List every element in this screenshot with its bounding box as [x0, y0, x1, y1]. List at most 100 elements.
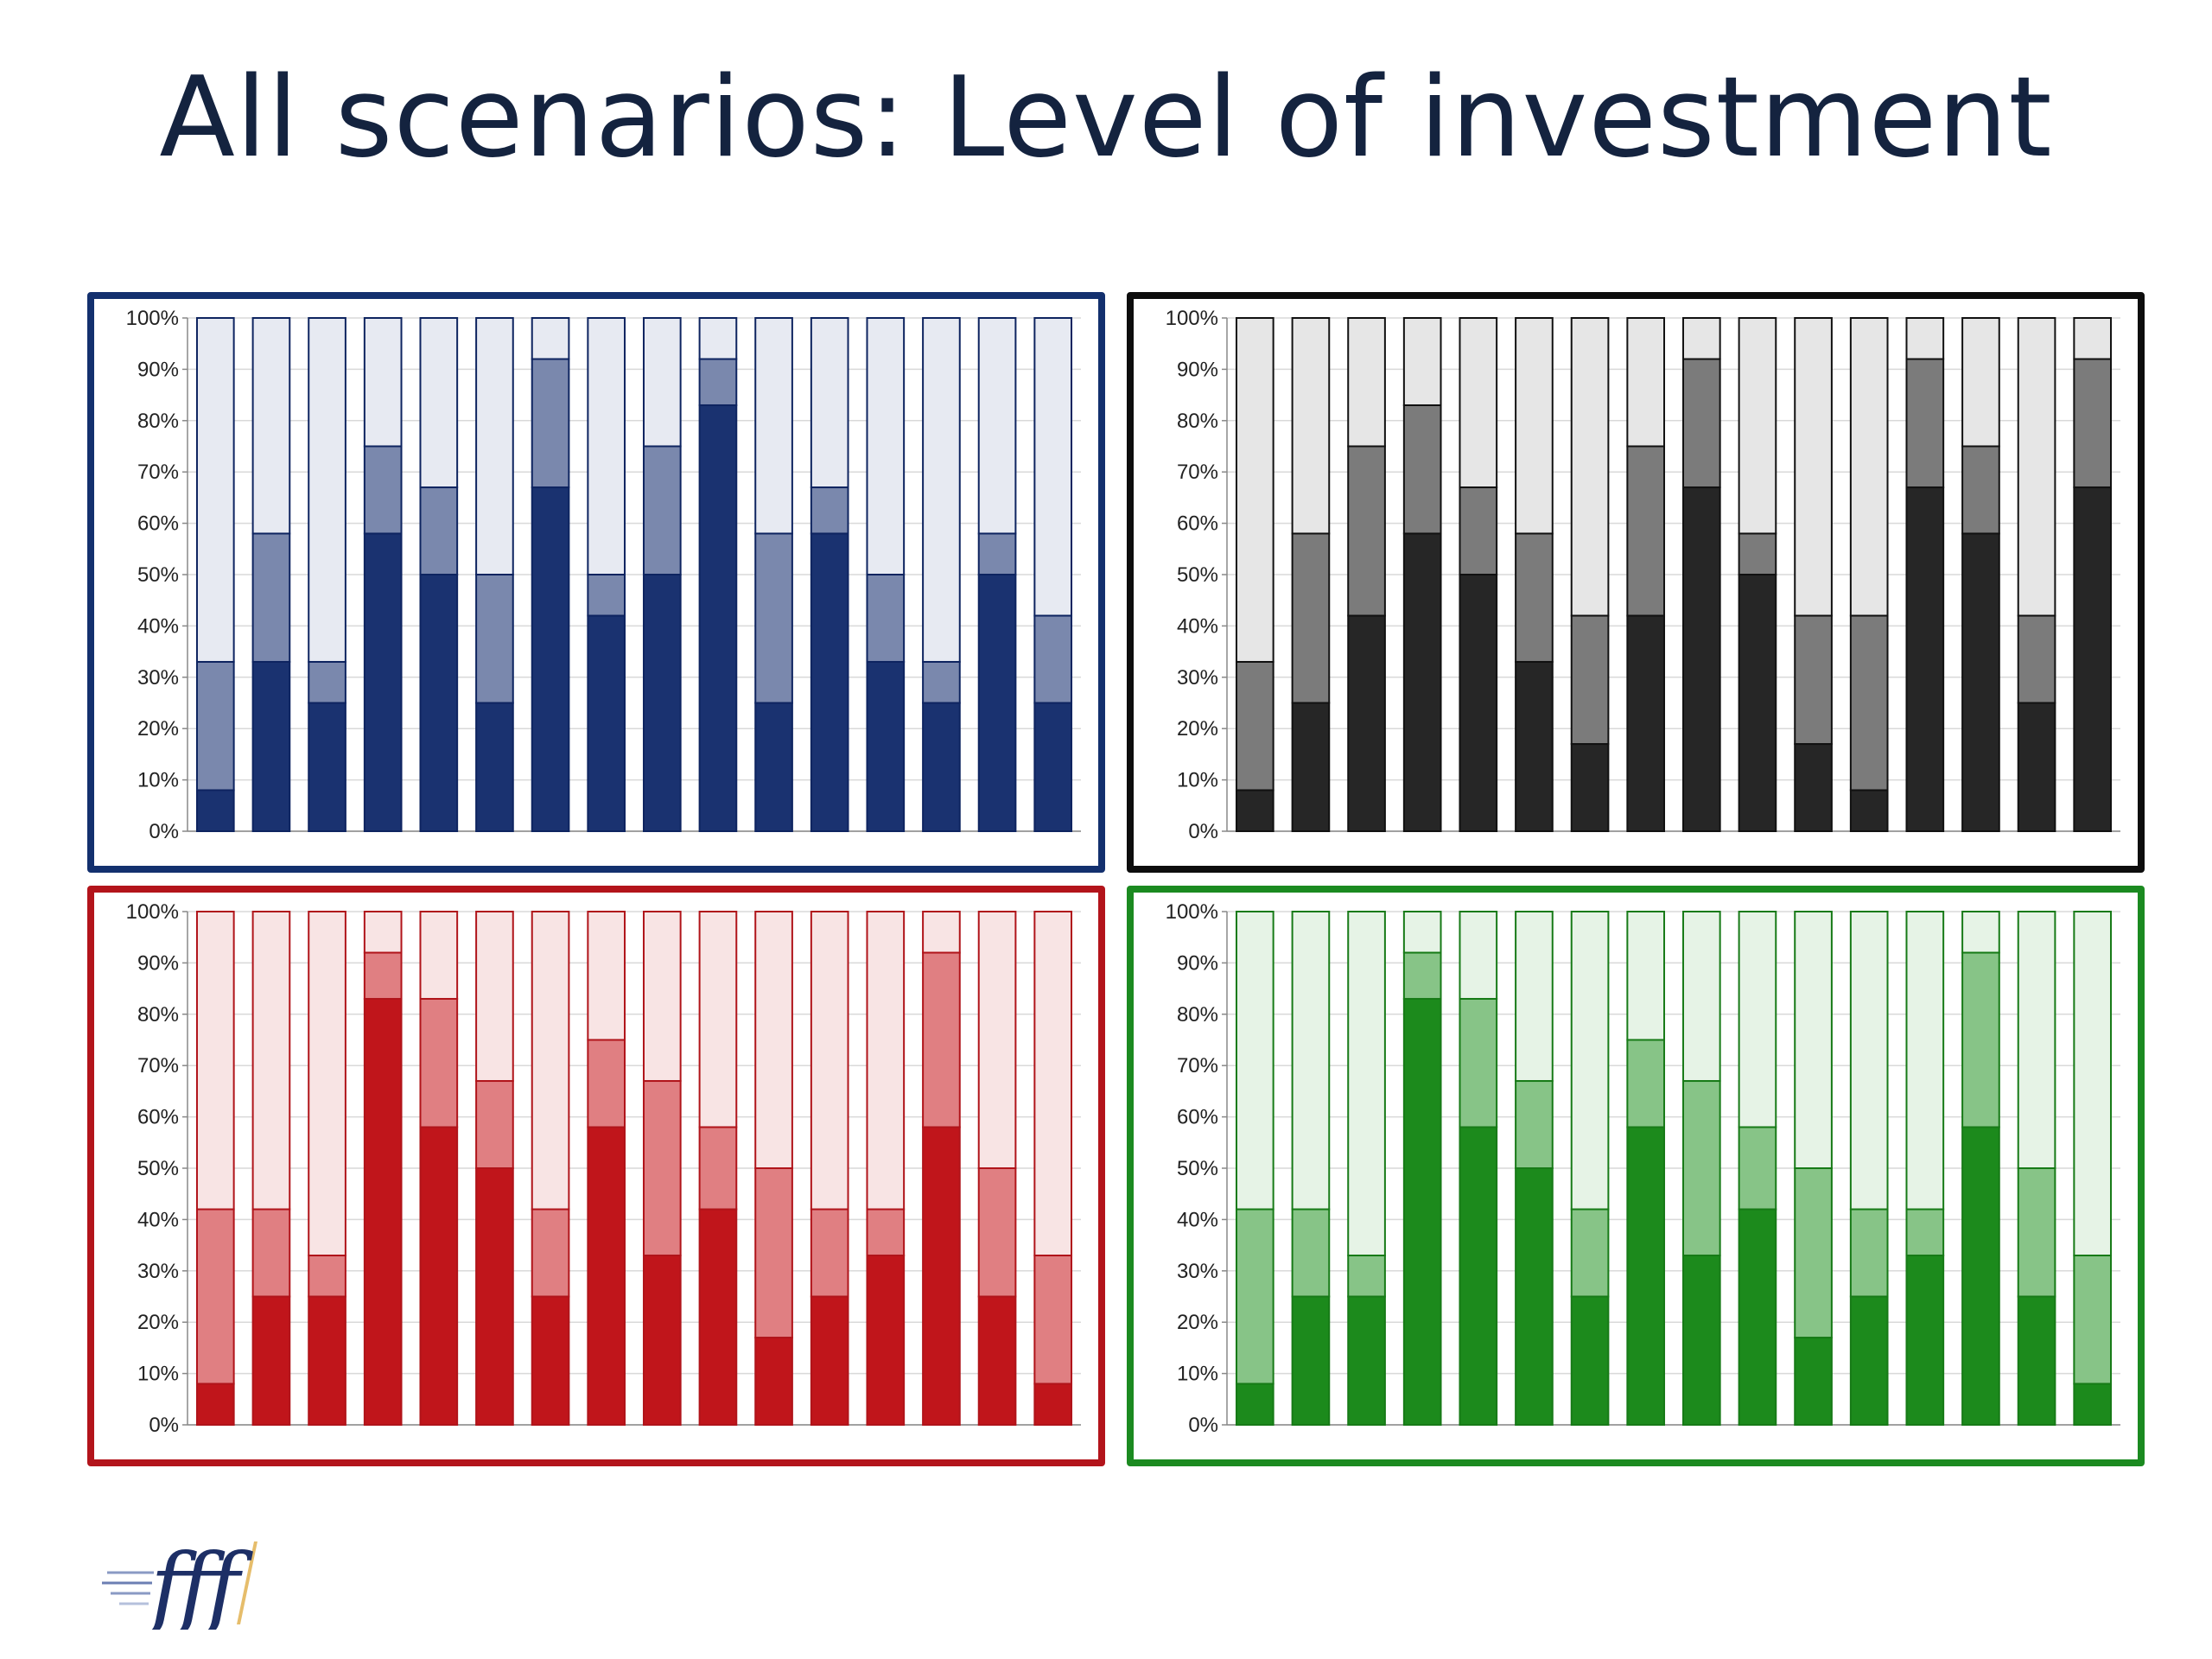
bar-segment-mid: [1626, 1039, 1666, 1128]
bar-segment-light: [251, 317, 291, 535]
bar-segment-dark: [698, 1208, 738, 1426]
bar-segment-mid: [698, 358, 738, 406]
bar-segment-mid: [1033, 1254, 1073, 1385]
bar-segment-dark: [531, 486, 570, 833]
bar-segment-dark: [642, 1254, 682, 1427]
bar-segment-light: [642, 317, 682, 448]
y-tick-label: 10%: [137, 769, 179, 792]
bar-segment-light: [2073, 911, 2113, 1256]
fff-logo-mark: fff: [102, 1534, 258, 1639]
y-tick-label: 80%: [1177, 1003, 1218, 1027]
bar-segment-light: [810, 911, 849, 1211]
bar-segment-mid: [1402, 951, 1442, 1000]
bar-segment-mid: [195, 660, 235, 791]
bar-segment-light: [977, 317, 1017, 535]
bar-segment-mid: [754, 532, 793, 704]
bar-segment-light: [698, 911, 738, 1128]
bar-segment-mid: [977, 1167, 1017, 1298]
bar-segment-dark: [308, 702, 346, 832]
bar-segment-dark: [419, 1126, 459, 1426]
bar-segment-light: [1681, 911, 1721, 1083]
y-tick-label: 80%: [137, 1003, 179, 1027]
svg-text:fff: fff: [144, 1535, 253, 1630]
bar-segment-light: [1738, 317, 1777, 535]
bar-segment-light: [195, 317, 235, 663]
bar-segment-light: [1459, 911, 1498, 1000]
bar-segment-mid: [1849, 614, 1889, 791]
slide-title: All scenarios: Level of investment: [159, 54, 2053, 182]
bar-segment-dark: [642, 574, 682, 832]
bar-segment-mid: [1235, 660, 1274, 791]
bar-segment-dark: [1459, 574, 1498, 832]
y-tick-label: 80%: [1177, 410, 1218, 433]
bar-segment-light: [1347, 317, 1386, 448]
bar-segment-light: [475, 911, 514, 1083]
bar-segment-light: [1347, 911, 1386, 1256]
bar-segment-mid: [1905, 358, 1945, 489]
bar-segment-dark: [1570, 1295, 1610, 1426]
bar-segment-dark: [1033, 1382, 1073, 1426]
bar-segment-light: [587, 911, 626, 1041]
bar-segment-light: [642, 911, 682, 1083]
bar-segment-mid: [2017, 614, 2056, 704]
bar-segment-light: [1459, 317, 1498, 489]
y-tick-label: 70%: [137, 1054, 179, 1077]
bar-segment-mid: [1626, 445, 1666, 617]
bar-segment-dark: [1033, 702, 1073, 832]
y-tick-label: 60%: [137, 1106, 179, 1129]
y-tick-label: 40%: [137, 614, 179, 638]
y-tick-label: 30%: [1177, 1260, 1218, 1283]
chart-panel-green: 0% 10% 20% 30% 40% 50% 60% 70% 80% 90% 100%: [1127, 886, 2145, 1466]
bar-segment-mid: [2017, 1167, 2056, 1298]
bar-segment-dark: [1402, 532, 1442, 832]
bar-segment-dark: [1347, 1295, 1386, 1426]
bar-segment-light: [1402, 911, 1442, 954]
bar-segment-dark: [698, 404, 738, 832]
bar-segment-light: [810, 317, 849, 489]
bar-segment-dark: [2017, 702, 2056, 832]
bar-segment-dark: [195, 1382, 235, 1426]
y-tick-label: 20%: [137, 1311, 179, 1334]
y-tick-label: 20%: [137, 717, 179, 741]
bar-segment-mid: [475, 1080, 514, 1170]
stacked-bar-chart-green: 0% 10% 20% 30% 40% 50% 60% 70% 80% 90% 100%: [1166, 900, 2120, 1437]
y-tick-label: 0%: [149, 1414, 179, 1437]
bar-segment-dark: [810, 1295, 849, 1426]
bar-segment-mid: [810, 486, 849, 535]
bar-segment-light: [475, 317, 514, 575]
y-tick-label: 30%: [137, 666, 179, 690]
y-tick-label: 10%: [1177, 769, 1218, 792]
bar-segment-mid: [587, 1039, 626, 1128]
bar-segment-light: [1905, 911, 1945, 1211]
bar-segment-mid: [531, 358, 570, 489]
bar-segment-mid: [1681, 358, 1721, 489]
bar-segment-mid: [363, 445, 403, 535]
bar-segment-dark: [977, 1295, 1017, 1426]
bar-segment-mid: [1235, 1208, 1274, 1385]
y-tick-label: 60%: [137, 512, 179, 536]
bar-segment-mid: [1402, 404, 1442, 535]
stacked-bar-chart-black: 0% 10% 20% 30% 40% 50% 60% 70% 80% 90% 100%: [1166, 307, 2120, 843]
bar-segment-dark: [1905, 1254, 1945, 1427]
bar-segment-mid: [475, 574, 514, 704]
bar-segment-dark: [475, 1167, 514, 1426]
bar-segment-dark: [1961, 1126, 2000, 1426]
bar-segment-dark: [363, 997, 403, 1426]
bar-segment-mid: [1033, 614, 1073, 704]
bar-segment-light: [1681, 317, 1721, 360]
chart-panel-blue: 0% 10% 20% 30% 40% 50% 60% 70% 80% 90% 100%: [87, 292, 1105, 873]
bar-segment-dark: [1738, 574, 1777, 832]
bar-segment-dark: [1849, 789, 1889, 832]
bar-segment-light: [1626, 911, 1666, 1041]
bar-segment-dark: [531, 1295, 570, 1426]
bar-segment-mid: [866, 1208, 906, 1256]
bar-segment-light: [419, 911, 459, 1000]
bar-segment-dark: [1291, 702, 1331, 832]
bar-segment-mid: [251, 1208, 291, 1298]
bar-segment-light: [1738, 911, 1777, 1128]
bar-segment-dark: [1402, 997, 1442, 1426]
bar-segment-dark: [1515, 660, 1554, 833]
bar-segment-dark: [2017, 1295, 2056, 1426]
bar-segment-dark: [1291, 1295, 1331, 1426]
bar-segment-light: [1794, 317, 1833, 617]
